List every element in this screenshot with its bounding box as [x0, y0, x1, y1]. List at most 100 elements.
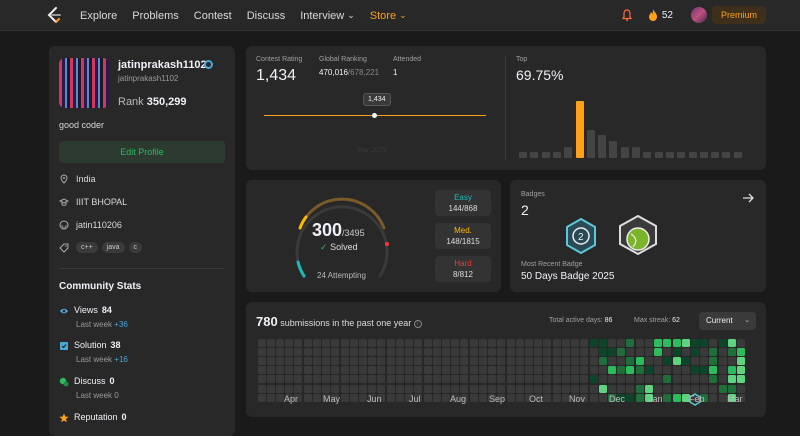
heatmap-cell[interactable]	[267, 384, 276, 393]
histogram-bar[interactable]	[564, 146, 573, 158]
heatmap-cell[interactable]	[736, 348, 745, 357]
heatmap-cell[interactable]	[543, 375, 552, 384]
heatmap-cell[interactable]	[432, 339, 441, 347]
heatmap-cell[interactable]	[340, 348, 349, 357]
heatmap-cell[interactable]	[313, 357, 322, 366]
heatmap-cell[interactable]	[423, 384, 432, 393]
heatmap-cell[interactable]	[396, 357, 404, 366]
heatmap-cell[interactable]	[506, 384, 515, 393]
heatmap-cell[interactable]	[350, 366, 358, 375]
heatmap-cell[interactable]	[709, 357, 718, 366]
histogram-bar[interactable]	[586, 129, 595, 158]
heatmap-cell[interactable]	[561, 339, 570, 347]
heatmap-cell[interactable]	[524, 357, 533, 366]
heatmap-cell[interactable]	[304, 384, 312, 393]
heatmap-cell[interactable]	[543, 339, 552, 347]
heatmap-cell[interactable]	[368, 375, 377, 384]
histogram-bar[interactable]	[643, 152, 652, 158]
heatmap-cell[interactable]	[304, 339, 312, 347]
heatmap-cell[interactable]	[478, 348, 487, 357]
heatmap-cell[interactable]	[304, 348, 312, 357]
heatmap-cell[interactable]	[331, 348, 340, 357]
heatmap-cell[interactable]	[432, 384, 441, 393]
heatmap-cell[interactable]	[681, 384, 690, 393]
heatmap-cell[interactable]	[616, 348, 625, 357]
rating-point[interactable]	[372, 113, 377, 118]
heatmap-cell[interactable]	[340, 339, 349, 347]
heatmap-cell[interactable]	[561, 375, 570, 384]
heatmap-cell[interactable]	[699, 393, 708, 402]
heatmap-cell[interactable]	[561, 393, 570, 402]
heatmap-cell[interactable]	[598, 384, 607, 393]
heatmap-cell[interactable]	[478, 393, 487, 402]
heatmap-cell[interactable]	[718, 339, 727, 347]
skill-tag[interactable]: c	[128, 242, 143, 253]
heatmap-cell[interactable]	[340, 393, 349, 402]
heatmap-cell[interactable]	[616, 339, 625, 347]
heatmap-cell[interactable]	[690, 339, 699, 347]
heatmap-cell[interactable]	[423, 339, 432, 347]
heatmap-cell[interactable]	[534, 384, 542, 393]
heatmap-cell[interactable]	[497, 375, 506, 384]
heatmap-cell[interactable]	[359, 375, 368, 384]
med-box[interactable]: Med. 148/1815	[435, 223, 491, 249]
histogram-bar[interactable]	[552, 152, 561, 158]
heatmap-cell[interactable]	[469, 348, 478, 357]
heatmap-cell[interactable]	[580, 393, 588, 402]
heatmap-cell[interactable]	[276, 384, 285, 393]
heatmap-cell[interactable]	[718, 348, 727, 357]
heatmap-cell[interactable]	[552, 357, 561, 366]
heatmap-cell[interactable]	[515, 384, 524, 393]
heatmap-cell[interactable]	[460, 366, 469, 375]
heatmap-cell[interactable]	[718, 375, 727, 384]
heatmap-cell[interactable]	[258, 393, 266, 402]
heatmap-cell[interactable]	[718, 366, 727, 375]
heatmap-cell[interactable]	[635, 393, 644, 402]
heatmap-cell[interactable]	[386, 375, 395, 384]
heatmap-cell[interactable]	[589, 375, 598, 384]
heatmap-cell[interactable]	[497, 393, 506, 402]
heatmap-cell[interactable]	[635, 357, 644, 366]
heatmap-cell[interactable]	[543, 348, 552, 357]
heatmap-cell[interactable]	[368, 348, 377, 357]
heatmap-cell[interactable]	[304, 393, 312, 402]
heatmap-cell[interactable]	[423, 366, 432, 375]
heatmap-cell[interactable]	[589, 366, 598, 375]
heatmap-cell[interactable]	[690, 348, 699, 357]
heatmap-cell[interactable]	[616, 384, 625, 393]
heatmap-cell[interactable]	[515, 357, 524, 366]
heatmap-cell[interactable]	[653, 348, 662, 357]
heatmap-cell[interactable]	[690, 357, 699, 366]
histogram-bar[interactable]	[688, 152, 697, 158]
heatmap-cell[interactable]	[442, 384, 450, 393]
heatmap-cell[interactable]	[580, 357, 588, 366]
heatmap-cell[interactable]	[607, 339, 616, 347]
heatmap-cell[interactable]	[294, 339, 303, 347]
easy-box[interactable]: Easy 144/868	[435, 190, 491, 216]
heatmap-cell[interactable]	[589, 339, 598, 347]
heatmap-cell[interactable]	[276, 393, 285, 402]
heatmap-cell[interactable]	[515, 339, 524, 347]
heatmap-cell[interactable]	[598, 393, 607, 402]
heatmap-cell[interactable]	[616, 375, 625, 384]
heatmap-cell[interactable]	[405, 357, 414, 366]
heatmap-cell[interactable]	[534, 357, 542, 366]
heatmap-cell[interactable]	[285, 384, 294, 393]
heatmap-cell[interactable]	[644, 357, 653, 366]
heatmap-cell[interactable]	[543, 393, 552, 402]
heatmap-cell[interactable]	[727, 393, 736, 402]
heatmap-cell[interactable]	[350, 384, 358, 393]
heatmap-cell[interactable]	[561, 348, 570, 357]
heatmap-cell[interactable]	[607, 348, 616, 357]
heatmap-cell[interactable]	[506, 339, 515, 347]
heatmap-cell[interactable]	[414, 339, 423, 347]
heatmap-cell[interactable]	[313, 393, 322, 402]
heatmap-cell[interactable]	[451, 375, 460, 384]
heatmap-cell[interactable]	[359, 357, 368, 366]
heatmap-cell[interactable]	[350, 375, 358, 384]
heatmap-cell[interactable]	[331, 393, 340, 402]
heatmap-cell[interactable]	[396, 393, 404, 402]
heatmap-cell[interactable]	[340, 357, 349, 366]
heatmap-cell[interactable]	[561, 366, 570, 375]
heatmap-cell[interactable]	[313, 375, 322, 384]
